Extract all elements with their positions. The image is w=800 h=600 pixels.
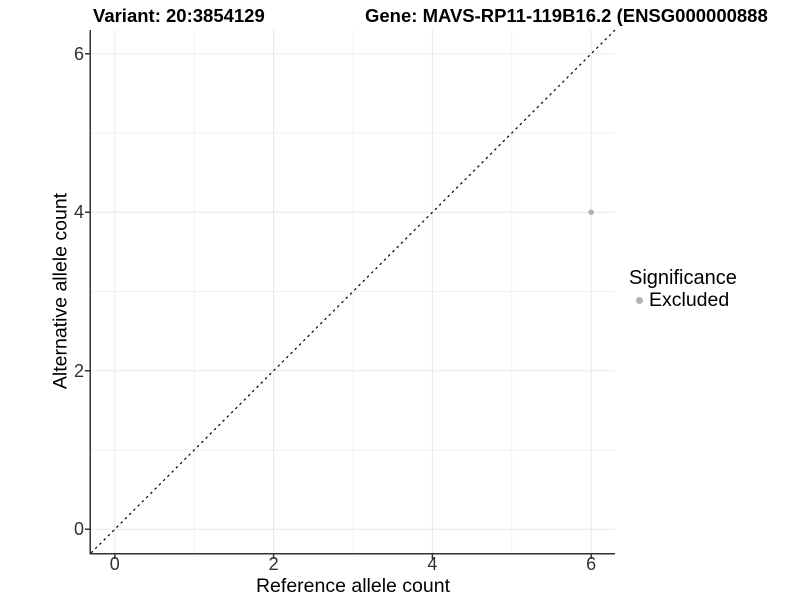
x-axis-title: Reference allele count [255,575,451,597]
data-point [588,209,594,216]
x-tick-label: 0 [109,554,120,574]
y-tick-label: 4 [73,202,84,223]
gene-title: Gene: MAVS-RP11-119B16.2 (ENSG000000888 [365,5,768,26]
x-tick-label: 2 [268,554,279,574]
y-tick-label: 2 [73,360,84,381]
y-tick-label: 6 [73,43,84,64]
variant-title: Variant: 20:3854129 [93,5,265,26]
legend-key-dot-icon [636,296,643,304]
x-tick-label: 6 [586,554,597,574]
legend-title: Significance [629,267,737,289]
x-tick-label: 4 [427,554,438,574]
y-axis-title: Alternative allele count [49,192,72,390]
legend-item-label: Excluded [649,289,730,311]
plot-panel [85,29,616,559]
legend-item-excluded: Excluded [629,290,737,310]
y-tick-label: 0 [73,519,84,540]
plot-canvas [85,29,616,559]
legend: Significance Excluded [629,267,737,311]
